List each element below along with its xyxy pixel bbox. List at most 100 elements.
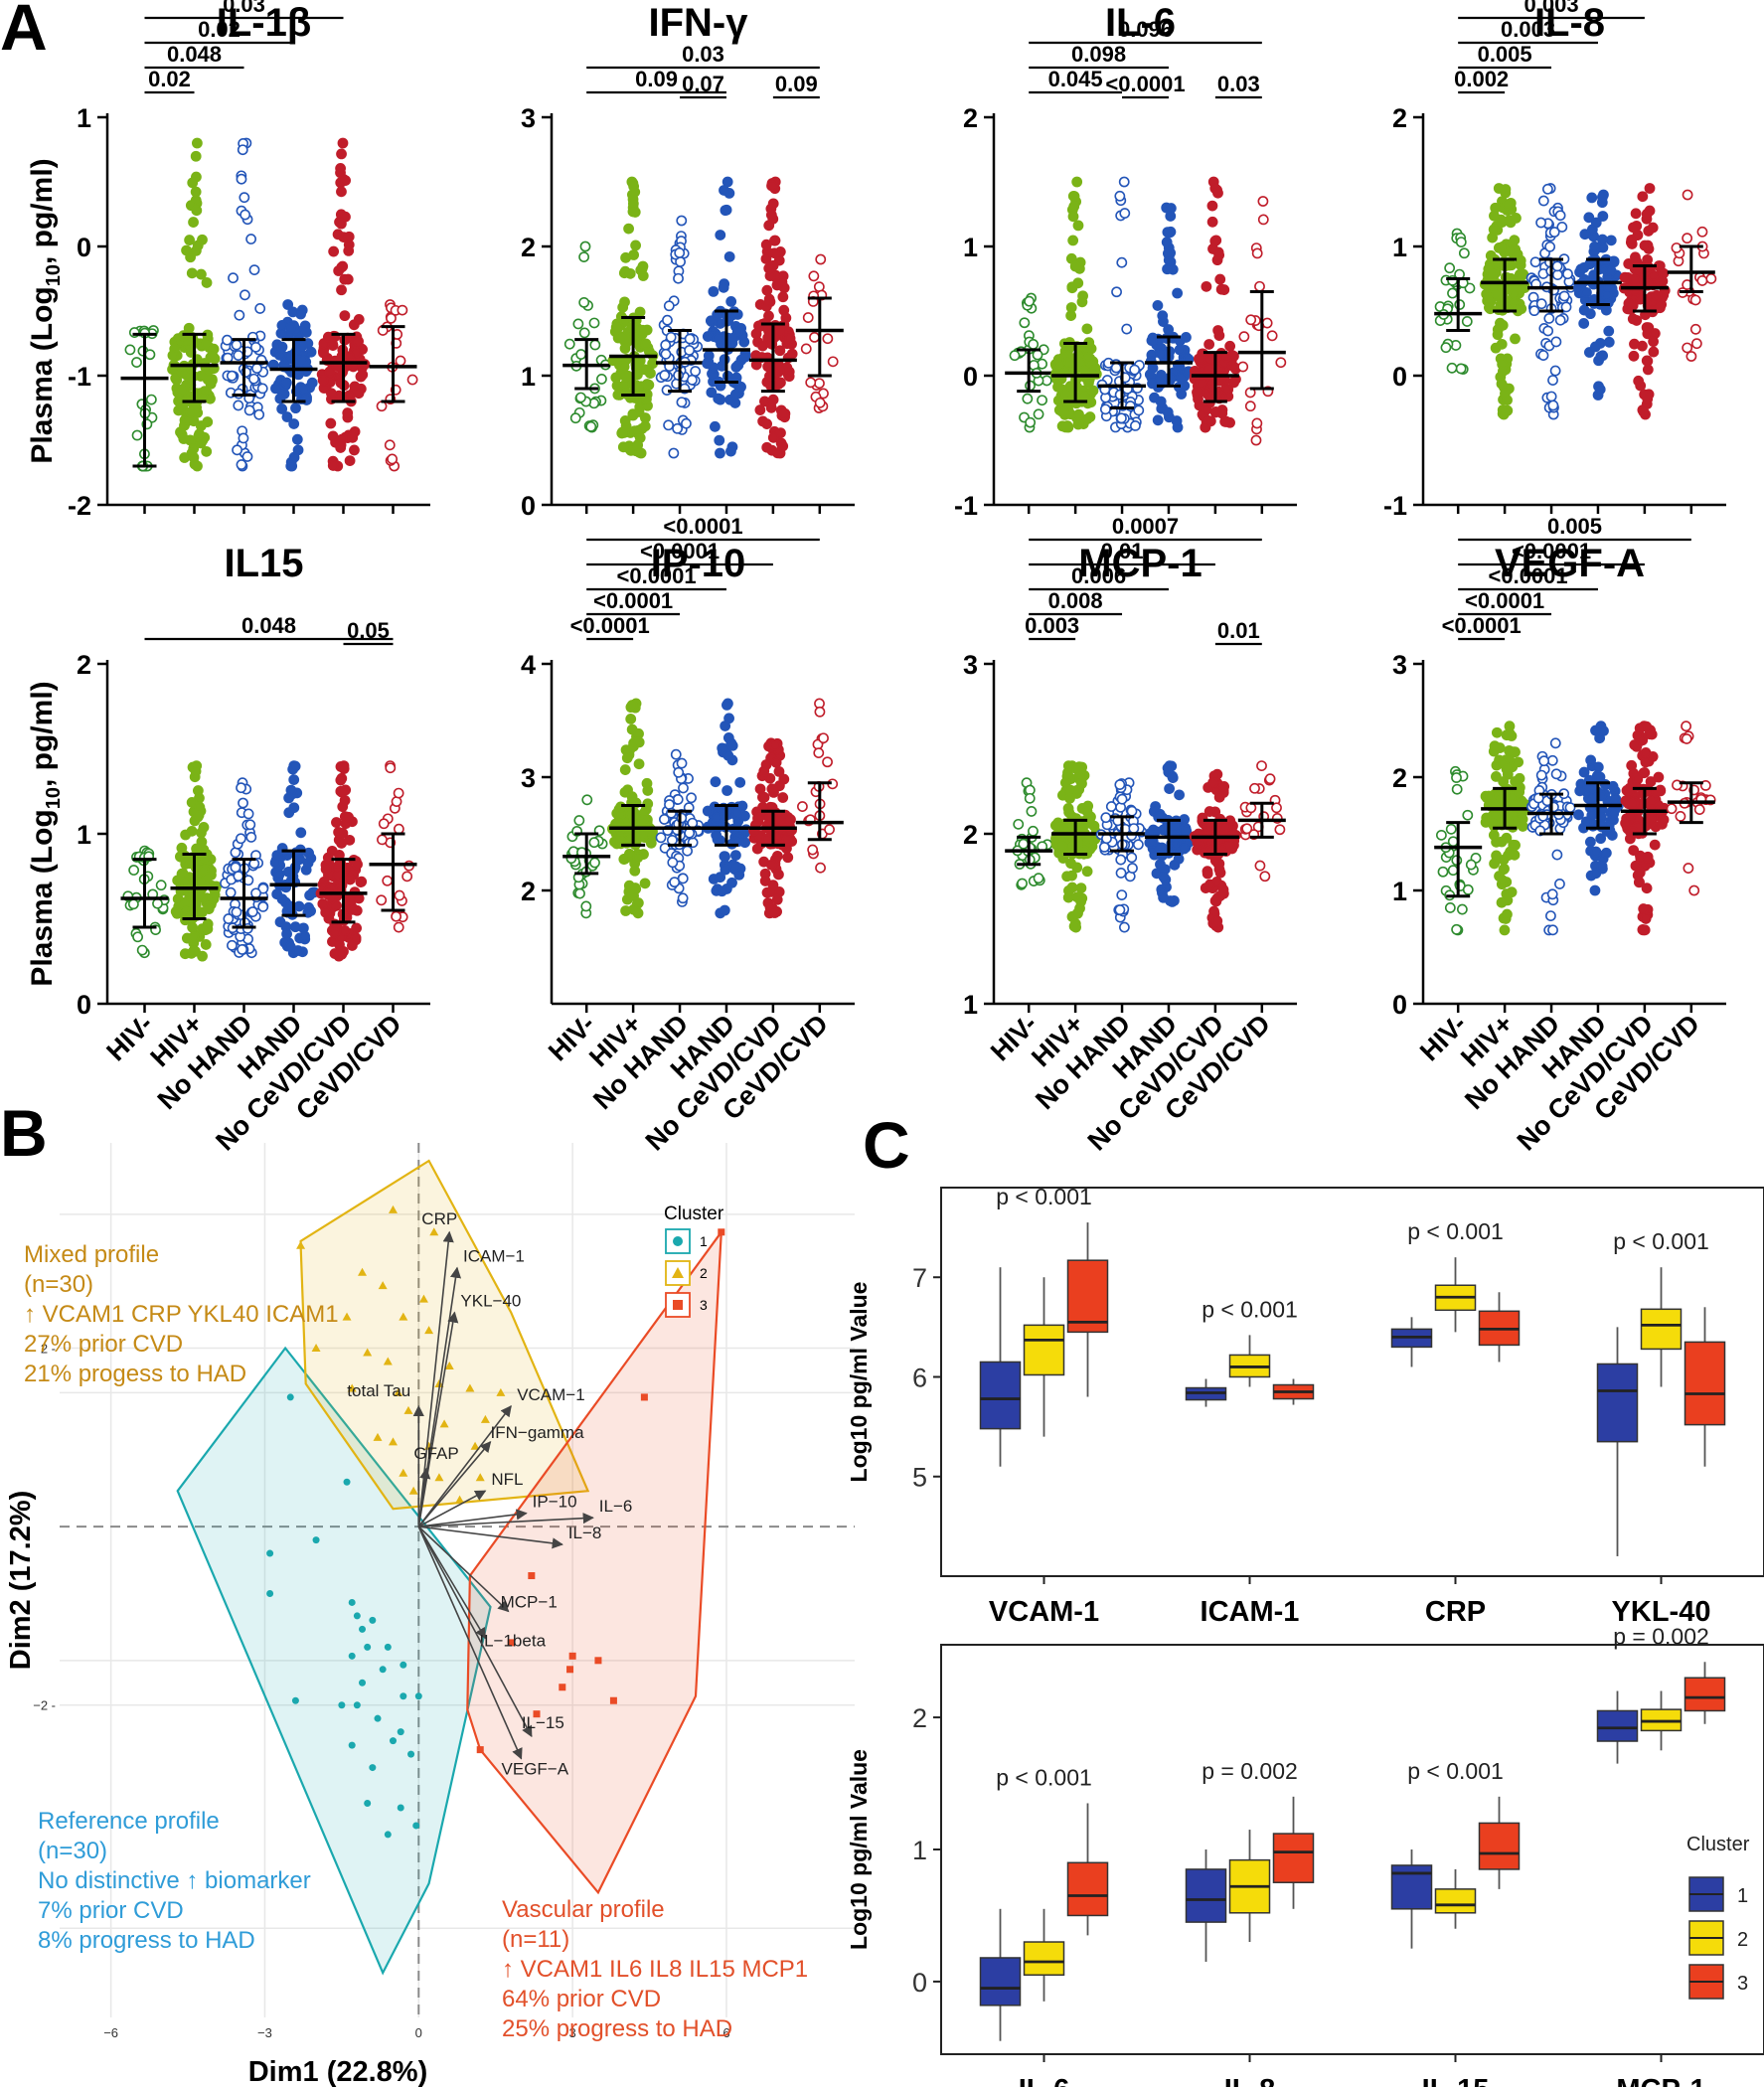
data-point xyxy=(763,262,775,274)
data-point xyxy=(1455,363,1467,375)
data-point xyxy=(353,313,365,325)
data-point xyxy=(1510,840,1521,851)
data-point xyxy=(284,322,296,334)
data-point xyxy=(754,404,766,415)
data-point xyxy=(1638,767,1650,779)
data-point xyxy=(190,150,202,162)
data-point xyxy=(702,331,714,342)
data-point xyxy=(718,281,729,293)
data-point xyxy=(186,267,198,279)
data-point xyxy=(1447,865,1459,877)
data-point xyxy=(1116,256,1128,268)
data-point xyxy=(195,889,206,901)
data-point xyxy=(1154,375,1166,387)
data-point xyxy=(802,312,814,323)
data-point xyxy=(627,198,639,210)
box xyxy=(1434,1888,1477,1914)
data-point xyxy=(815,253,827,265)
data-point xyxy=(1206,216,1218,228)
data-point xyxy=(641,394,652,404)
data-point xyxy=(619,296,630,308)
data-point xyxy=(620,905,631,916)
data-point xyxy=(1454,299,1466,310)
data-point xyxy=(1257,214,1269,226)
data-point xyxy=(639,878,651,889)
data-point xyxy=(757,340,768,352)
y-tick-label: 2 xyxy=(912,1703,927,1733)
data-point xyxy=(1491,770,1502,782)
data-point xyxy=(1245,314,1257,326)
data-point xyxy=(1592,761,1604,773)
y-tick-label: 0 xyxy=(521,491,536,521)
data-point xyxy=(1538,755,1550,767)
data-point xyxy=(641,777,653,789)
data-point xyxy=(1067,211,1079,223)
data-point xyxy=(616,331,627,343)
data-point xyxy=(234,309,245,321)
data-point xyxy=(1114,904,1126,915)
data-point xyxy=(225,886,237,898)
data-point xyxy=(624,267,636,279)
data-point xyxy=(1083,352,1094,364)
data-point xyxy=(1488,829,1500,841)
data-point xyxy=(357,369,369,381)
data-point xyxy=(1181,332,1192,343)
data-point xyxy=(761,284,773,296)
data-point xyxy=(1554,314,1566,326)
y-tick-label: 1 xyxy=(963,233,978,262)
data-point xyxy=(1203,339,1215,350)
y-tick-label: 2 xyxy=(521,233,536,262)
data-point xyxy=(645,837,657,849)
data-point xyxy=(1589,341,1601,353)
data-point xyxy=(1624,785,1635,797)
cluster-3-point xyxy=(568,1652,576,1660)
data-point xyxy=(347,431,359,443)
data-point xyxy=(1514,772,1525,784)
data-point xyxy=(335,163,346,174)
data-point xyxy=(1609,793,1621,805)
p-value-label: <0.0001 xyxy=(663,514,742,539)
x-tick-label: IL-6 xyxy=(1019,2074,1070,2087)
data-point xyxy=(739,351,751,363)
data-point xyxy=(1554,879,1565,889)
data-point xyxy=(702,805,714,817)
data-point xyxy=(569,412,581,424)
data-point xyxy=(721,204,732,216)
y-tick-label: 0 xyxy=(1392,362,1407,392)
data-point xyxy=(288,774,300,785)
data-point xyxy=(619,415,631,426)
data-point xyxy=(397,304,408,316)
data-point xyxy=(1126,852,1138,864)
data-point xyxy=(331,899,342,911)
data-point xyxy=(1682,189,1693,201)
data-point xyxy=(642,798,654,810)
p-value-label: 0.003 xyxy=(1524,0,1579,17)
data-point xyxy=(761,441,773,453)
data-point xyxy=(771,893,783,905)
data-point xyxy=(1216,404,1228,415)
data-point xyxy=(1017,878,1028,889)
data-point xyxy=(343,244,355,256)
data-point xyxy=(1203,806,1215,817)
data-point xyxy=(1210,895,1222,907)
y-tick-label: 6 xyxy=(912,1363,927,1392)
panel-c: 5 6 7 VCAM-1 p < 0.001 ICAM-1 p < 0.001 CRP p < … xyxy=(846,1184,1764,2087)
y-tick-label: 1 xyxy=(1392,877,1407,906)
data-point xyxy=(722,749,734,761)
cluster-3-point xyxy=(476,1746,484,1754)
profile-annotation: No distinctive ↑ biomarker xyxy=(38,1867,311,1894)
data-point xyxy=(767,906,779,918)
data-point xyxy=(239,192,250,204)
data-point xyxy=(1546,888,1558,900)
data-point xyxy=(254,303,266,314)
data-point xyxy=(1681,733,1692,744)
data-point xyxy=(188,931,200,943)
data-point xyxy=(1590,846,1602,858)
vector-label: CRP xyxy=(421,1209,457,1228)
p-value-label: <0.0001 xyxy=(1512,539,1591,563)
data-point xyxy=(1642,364,1654,376)
data-point xyxy=(1638,406,1650,417)
data-point xyxy=(1580,286,1592,298)
data-point xyxy=(1594,384,1606,396)
